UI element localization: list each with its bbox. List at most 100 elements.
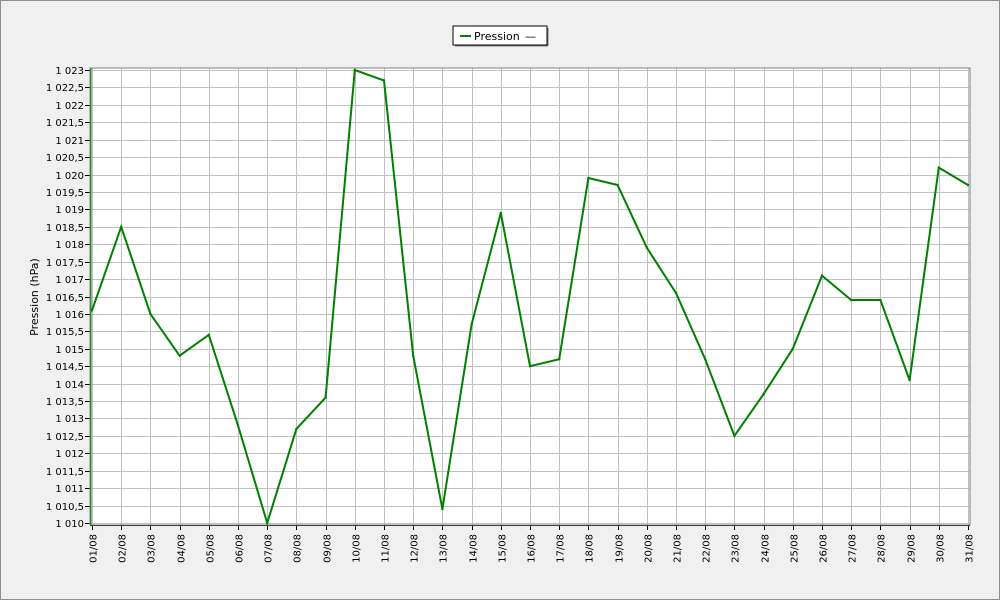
y-tick-label: 1 023: [55, 66, 84, 77]
y-tick-label: 1 018: [55, 240, 84, 251]
data-point: [762, 392, 765, 396]
y-tick-label: 1 014: [55, 380, 84, 391]
data-point: [587, 176, 590, 180]
x-tick-label: 01/08: [89, 534, 100, 563]
x-tick-label: 24/08: [761, 534, 772, 563]
x-tick-label: 07/08: [264, 534, 275, 563]
data-point: [412, 354, 415, 357]
data-point: [674, 291, 678, 295]
data-point: [295, 427, 298, 431]
x-tick-label: 15/08: [498, 534, 509, 563]
data-point: [441, 507, 444, 511]
legend-box: [452, 25, 548, 46]
data-point: [324, 396, 327, 399]
series-layer: [90, 68, 970, 527]
x-tick-label: 30/08: [936, 534, 947, 563]
data-point: [791, 347, 794, 350]
vertical-gridlines: [92, 68, 969, 525]
y-tick-label: 1 019,5: [46, 188, 84, 199]
x-tick-label: 02/08: [118, 534, 129, 563]
x-tick-label: 08/08: [293, 534, 304, 563]
x-tick-label: 17/08: [556, 534, 567, 563]
x-tick-label: 10/08: [352, 534, 363, 563]
y-tick-label: 1 021,5: [46, 118, 84, 129]
data-point: [236, 424, 240, 427]
y-tick-label: 1 021: [55, 136, 84, 147]
y-tick-label: 1 012,5: [46, 432, 84, 443]
data-point: [90, 309, 94, 312]
x-tick-label: 29/08: [907, 534, 918, 563]
legend-label: Pression: [474, 30, 520, 43]
x-tick-label: 04/08: [177, 534, 188, 563]
y-tick-label: 1 020: [55, 171, 84, 182]
legend-dash-symbol: —: [525, 30, 536, 43]
data-point: [733, 434, 736, 438]
y-tick-label: 1 016,5: [46, 293, 84, 304]
x-axis: 01/08 02/08 03/08 04/08 05/08 06/08 07/08 08/08…: [89, 525, 976, 563]
data-point: [645, 246, 648, 249]
data-point: [528, 365, 532, 368]
data-point: [937, 166, 940, 169]
x-tick-label: 31/08: [965, 534, 976, 563]
y-tick-label: 1 017,5: [46, 258, 84, 269]
x-tick-label: 22/08: [702, 534, 713, 563]
x-tick-label: 25/08: [790, 534, 801, 563]
x-tick-label: 18/08: [585, 534, 596, 563]
x-tick-label: 27/08: [848, 534, 859, 563]
y-tick-label: 1 013: [55, 414, 84, 425]
data-point: [879, 298, 882, 302]
x-tick-label: 26/08: [819, 534, 830, 563]
x-tick-label: 12/08: [410, 534, 421, 563]
x-tick-label: 16/08: [527, 534, 538, 563]
y-tick-label: 1 022,5: [46, 83, 84, 94]
x-tick-label: 06/08: [235, 534, 246, 563]
x-tick-label: 13/08: [439, 534, 450, 563]
y-tick-label: 1 011,5: [46, 467, 84, 478]
x-tick-label: 21/08: [673, 534, 684, 563]
y-tick-label: 1 014,5: [46, 362, 84, 373]
x-tick-label: 23/08: [731, 534, 742, 563]
y-tick-label: 1 015,5: [46, 327, 84, 338]
data-point: [558, 358, 561, 361]
legend: Pression —: [452, 25, 549, 47]
data-point: [470, 323, 473, 326]
data-point: [353, 68, 356, 72]
y-tick-label: 1 020,5: [46, 153, 84, 164]
x-tick-label: 28/08: [877, 534, 888, 563]
x-tick-label: 14/08: [469, 534, 480, 563]
y-axis: 1 010 1 010,5 1 011 1 011,5 1 012 1 012,5 1 01…: [46, 66, 92, 530]
x-tick-label: 19/08: [615, 534, 626, 563]
y-tick-label: 1 017: [55, 275, 84, 286]
data-point: [149, 312, 152, 316]
y-tick-label: 1 018,5: [46, 223, 84, 234]
y-tick-label: 1 012: [55, 449, 84, 460]
y-tick-label: 1 015: [55, 345, 84, 356]
x-tick-label: 09/08: [323, 534, 334, 563]
y-axis-title: Pression (hPa): [28, 258, 41, 336]
data-point: [178, 354, 181, 357]
y-tick-label: 1 013,5: [46, 397, 84, 408]
y-tick-label: 1 016: [55, 310, 84, 321]
data-point: [820, 274, 824, 277]
x-tick-label: 11/08: [381, 534, 392, 563]
x-tick-label: 03/08: [147, 534, 158, 563]
data-point: [908, 378, 911, 382]
y-tick-label: 1 019: [55, 205, 84, 216]
data-point: [499, 211, 502, 215]
y-tick-label: 1 011: [55, 484, 84, 495]
data-point: [616, 183, 619, 187]
x-tick-label: 05/08: [206, 534, 217, 563]
y-tick-label: 1 022: [55, 101, 84, 112]
data-point: [850, 298, 853, 302]
data-point: [266, 521, 269, 525]
x-tick-label: 20/08: [644, 534, 655, 563]
plot-border: [89, 67, 971, 526]
data-point: [382, 79, 386, 82]
data-point: [966, 183, 970, 187]
y-tick-label: 1 010: [55, 519, 84, 530]
data-point: [704, 358, 707, 361]
data-point: [207, 333, 210, 336]
data-point: [120, 225, 123, 228]
